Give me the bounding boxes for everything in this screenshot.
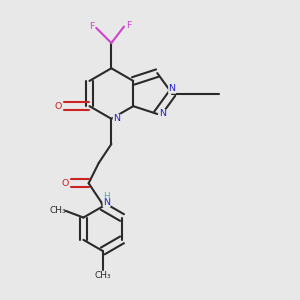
Text: N: N <box>113 114 120 123</box>
Text: CH₃: CH₃ <box>94 271 111 280</box>
Text: O: O <box>55 102 62 111</box>
Text: F: F <box>89 22 94 31</box>
Text: H: H <box>103 192 110 201</box>
Text: N: N <box>169 84 176 93</box>
Text: F: F <box>126 21 131 30</box>
Text: O: O <box>61 179 69 188</box>
Text: N: N <box>103 198 110 207</box>
Text: N: N <box>159 110 166 118</box>
Text: CH₃: CH₃ <box>50 206 67 215</box>
